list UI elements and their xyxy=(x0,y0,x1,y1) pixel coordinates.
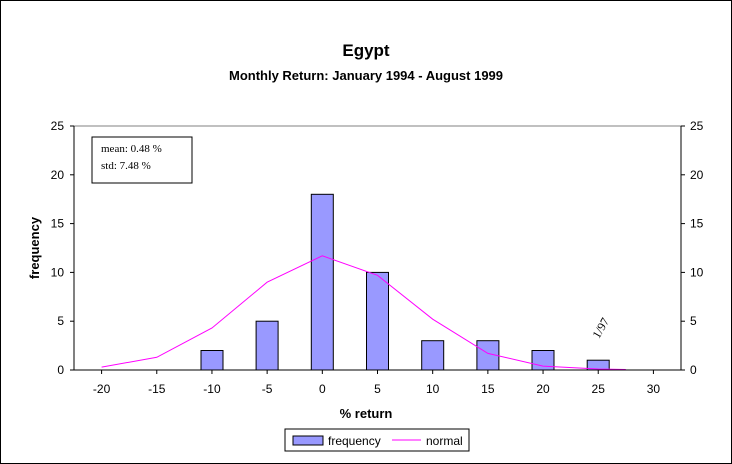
y2-tick-label: 0 xyxy=(690,363,697,377)
legend-label-normal: normal xyxy=(426,434,463,448)
legend-swatch-frequency xyxy=(292,435,324,446)
y2-tick-label: 10 xyxy=(690,265,704,279)
x-tick-label: 20 xyxy=(536,382,550,396)
normal-series-line xyxy=(101,255,626,370)
y-tick-label: 10 xyxy=(51,265,65,279)
x-tick-label: -5 xyxy=(262,382,273,396)
bar-10 xyxy=(421,340,445,371)
annotation-1-97: 1/97 xyxy=(589,315,612,340)
x-tick-label: 10 xyxy=(426,382,440,396)
stats-std: std: 7.48 % xyxy=(101,160,151,172)
y2-tick-label: 25 xyxy=(690,119,704,133)
bar--5 xyxy=(255,320,279,371)
x-tick-label: 15 xyxy=(481,382,495,396)
y-tick-label: 25 xyxy=(51,119,65,133)
stats-box: mean: 0.48 % std: 7.48 % xyxy=(91,136,193,184)
x-tick-label: 5 xyxy=(374,382,381,396)
x-tick-label: -15 xyxy=(148,382,166,396)
y-tick-label: 15 xyxy=(51,217,65,231)
chart-subtitle: Monthly Return: January 1994 - August 19… xyxy=(229,68,503,83)
y-tick-label: 5 xyxy=(57,314,64,328)
y2-tick-label: 5 xyxy=(690,314,697,328)
stats-mean: mean: 0.48 % xyxy=(101,143,162,155)
legend: frequency normal xyxy=(284,428,470,452)
x-tick-label: 25 xyxy=(592,382,606,396)
bar-5 xyxy=(366,271,389,371)
x-tick-label: -20 xyxy=(93,382,111,396)
bar-20 xyxy=(531,350,555,371)
stats-box-frame xyxy=(91,136,193,184)
y-axis-label: frequency xyxy=(27,216,42,279)
y-tick-label: 20 xyxy=(51,168,65,182)
legend-label-frequency: frequency xyxy=(328,434,381,448)
x-tick-label: -10 xyxy=(203,382,221,396)
x-tick-label: 30 xyxy=(647,382,661,396)
y2-tick-label: 15 xyxy=(690,217,704,231)
bar-0 xyxy=(310,193,334,371)
x-axis-label: % return xyxy=(340,406,393,421)
legend-frame xyxy=(284,428,470,452)
y2-tick-label: 20 xyxy=(690,168,704,182)
x-tick-label: 0 xyxy=(319,382,326,396)
chart-title: Egypt xyxy=(342,41,390,60)
y-tick-label: 0 xyxy=(57,363,64,377)
bar--10 xyxy=(200,350,224,371)
